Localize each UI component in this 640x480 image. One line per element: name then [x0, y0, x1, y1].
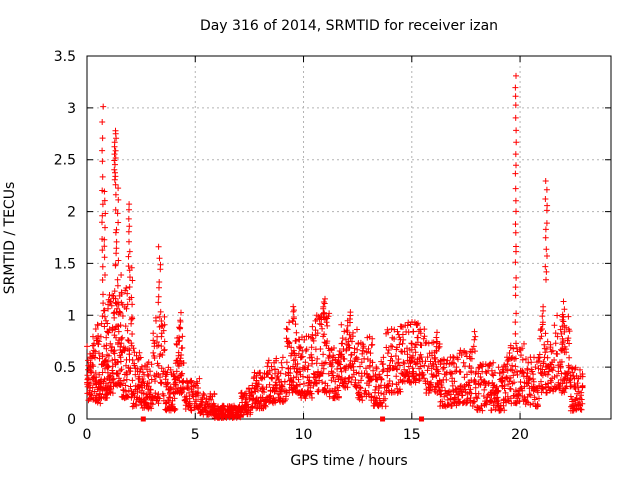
- y-tick-label: 3: [67, 101, 76, 117]
- x-axis-label: GPS time / hours: [290, 453, 408, 469]
- y-tick-label: 2: [67, 205, 76, 221]
- y-tick-label: 2.5: [54, 153, 76, 169]
- axis-marker-square: [380, 416, 386, 422]
- chart-title: Day 316 of 2014, SRMTID for receiver iza…: [199, 18, 499, 34]
- x-tick-label: 0: [83, 427, 92, 443]
- y-tick-label: 0.5: [54, 360, 76, 376]
- tick-marks: [86, 55, 611, 420]
- plot-border: [86, 55, 612, 420]
- y-tick-label: 1.5: [54, 256, 76, 272]
- scatter-series: [84, 72, 586, 421]
- axis-marker-square: [140, 416, 146, 422]
- x-tick-label: 15: [403, 427, 421, 443]
- y-axis-label: SRMTID / TECUs: [2, 181, 18, 295]
- y-tick-label: 1: [67, 308, 76, 324]
- x-tick-label: 20: [511, 427, 529, 443]
- axis-marker-square: [419, 416, 425, 422]
- y-tick-label: 3.5: [54, 49, 76, 65]
- x-tick-label: 5: [191, 427, 200, 443]
- x-tick-label: 10: [295, 427, 313, 443]
- y-tick-label: 0: [67, 412, 76, 428]
